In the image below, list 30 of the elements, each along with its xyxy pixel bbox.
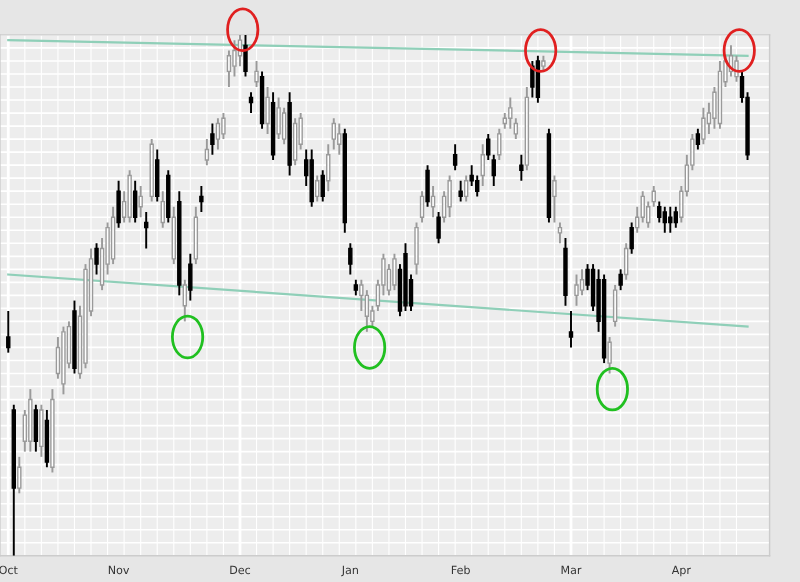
candlestick: [629, 221, 634, 255]
candlestick: [6, 310, 11, 354]
candlestick: [568, 310, 574, 349]
candlestick: [436, 211, 441, 245]
candlestick: [188, 252, 193, 302]
candlestick: [44, 408, 50, 469]
candlestick: [155, 148, 160, 203]
candlestick: [452, 143, 458, 172]
candlestick: [199, 185, 204, 213]
candlestick: [695, 127, 701, 151]
candlestick: [662, 205, 667, 234]
candlestick: [94, 242, 99, 276]
candlestick: [530, 59, 535, 99]
candlestick: [668, 205, 673, 234]
candlestick: [320, 169, 325, 203]
candlestick: [673, 205, 679, 229]
candlestick: [132, 179, 138, 224]
candlestick: [563, 237, 568, 307]
candlestick: [458, 179, 463, 203]
candlestick: [348, 242, 353, 276]
candlestick: [618, 268, 623, 292]
candlestick: [166, 169, 171, 224]
candlestick: [210, 122, 215, 156]
candlestick: [33, 403, 39, 453]
candlestick: [309, 148, 314, 208]
candlestick: [116, 179, 121, 229]
candlestick: [519, 153, 524, 182]
candlestick: [259, 70, 265, 130]
candlestick: [425, 164, 430, 208]
candlestick: [243, 34, 248, 78]
